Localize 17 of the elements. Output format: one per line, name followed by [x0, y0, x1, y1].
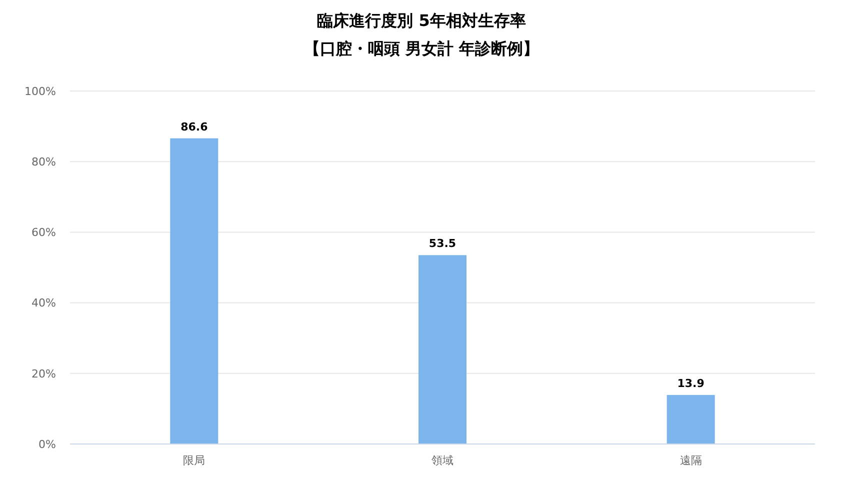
- y-tick-label: 60%: [32, 226, 56, 240]
- bar: [418, 255, 466, 444]
- x-tick-label: 遠隔: [680, 454, 702, 467]
- bar: [666, 394, 715, 444]
- y-tick-label: 80%: [32, 155, 56, 168]
- data-label: 13.9: [677, 376, 704, 390]
- y-tick-label: 100%: [24, 84, 56, 98]
- y-tick-label: 20%: [32, 367, 56, 380]
- chart-subtitle: 【口腔・咽頭 男女計 年診断例】: [304, 39, 540, 58]
- x-tick-label: 限局: [183, 454, 206, 467]
- data-label: 86.6: [180, 120, 208, 134]
- y-tick-label: 0%: [38, 438, 56, 451]
- x-tick-label: 領域: [432, 454, 454, 467]
- chart-title: 臨床進行度別 5年相対生存率: [317, 11, 526, 30]
- y-tick-label: 40%: [32, 296, 56, 310]
- bar: [170, 138, 218, 444]
- data-label: 53.5: [428, 237, 456, 250]
